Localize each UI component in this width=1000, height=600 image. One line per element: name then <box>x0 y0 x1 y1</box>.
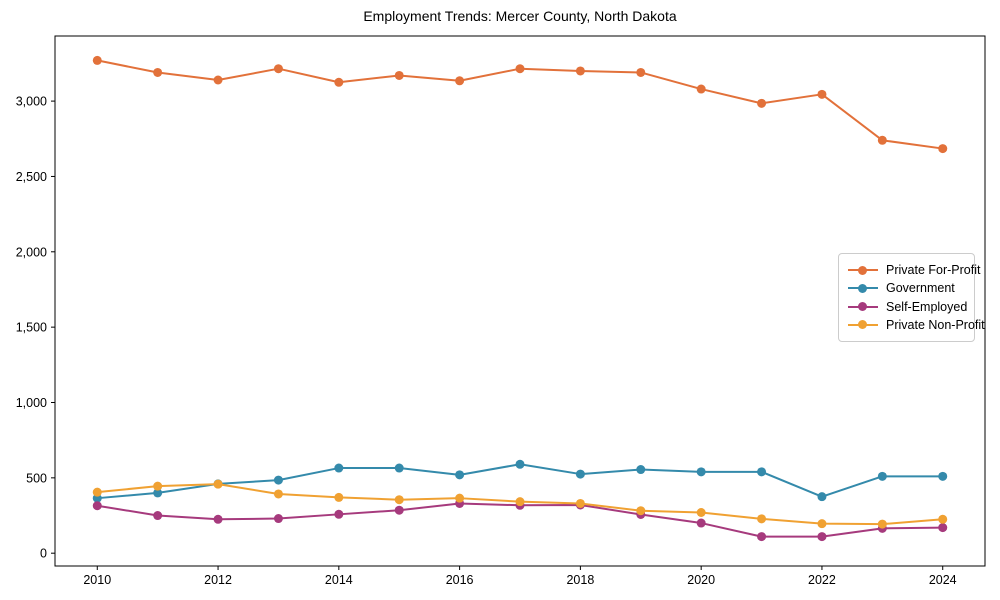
data-point-government-2011 <box>153 488 163 498</box>
data-point-self-employed-2020 <box>696 518 706 528</box>
data-point-private-non-profit-2014 <box>334 492 344 502</box>
data-point-private-for-profit-2019 <box>636 67 646 77</box>
line-marker-icon <box>848 320 878 330</box>
data-point-private-for-profit-2022 <box>817 89 827 99</box>
data-point-private-for-profit-2012 <box>213 75 223 85</box>
data-point-private-for-profit-2018 <box>575 66 585 76</box>
x-axis-tick-label: 2014 <box>325 573 353 587</box>
data-point-private-for-profit-2024 <box>938 144 948 154</box>
legend-label: Self-Employed <box>886 299 968 314</box>
legend-dot-swatch <box>858 283 867 293</box>
y-axis-tick-label: 2,000 <box>16 245 47 259</box>
data-point-government-2022 <box>817 492 827 502</box>
data-point-government-2017 <box>515 459 525 469</box>
line-marker-icon <box>848 283 878 293</box>
data-point-self-employed-2011 <box>153 511 163 521</box>
data-point-private-for-profit-2023 <box>877 135 887 145</box>
data-point-private-non-profit-2016 <box>455 493 465 503</box>
legend: Private For-Profit Government Self-Emplo… <box>838 253 985 342</box>
legend-label: Private For-Profit <box>886 263 981 277</box>
data-point-private-non-profit-2017 <box>515 497 525 507</box>
data-point-self-employed-2024 <box>938 523 948 533</box>
data-point-government-2021 <box>757 467 767 477</box>
data-point-private-for-profit-2010 <box>92 55 102 65</box>
data-point-private-non-profit-2011 <box>153 481 163 491</box>
data-point-private-non-profit-2015 <box>394 495 404 505</box>
x-axis-tick-label: 2018 <box>566 573 594 587</box>
data-point-private-non-profit-2022 <box>817 519 827 529</box>
data-point-private-for-profit-2011 <box>153 67 163 77</box>
data-point-self-employed-2021 <box>757 532 767 542</box>
data-point-government-2015 <box>394 463 404 473</box>
chart-title: Employment Trends: Mercer County, North … <box>363 8 677 24</box>
legend-item-private-for-profit: Private For-Profit <box>848 262 980 278</box>
series-line-private-for-profit <box>97 59 943 150</box>
data-point-self-employed-2022 <box>817 532 827 542</box>
data-point-private-non-profit-2012 <box>213 479 223 489</box>
data-point-private-non-profit-2020 <box>696 508 706 518</box>
y-axis-tick-label: 500 <box>26 471 47 485</box>
data-point-government-2013 <box>273 475 283 485</box>
legend-item-government: Government <box>848 280 965 296</box>
legend-label: Private Non-Profit <box>886 317 985 332</box>
data-point-government-2016 <box>455 470 465 480</box>
y-axis-tick-label: 0 <box>40 547 47 561</box>
data-point-private-for-profit-2020 <box>696 84 706 94</box>
data-point-private-non-profit-2019 <box>636 506 646 516</box>
series-line-government <box>97 463 943 500</box>
legend-item-private-non-profit: Private Non-Profit <box>848 317 985 333</box>
x-axis-tick-label: 2016 <box>446 573 474 587</box>
plot-frame <box>54 35 986 567</box>
data-point-government-2018 <box>575 469 585 479</box>
data-point-private-for-profit-2017 <box>515 64 525 74</box>
data-point-government-2014 <box>334 463 344 473</box>
data-point-private-for-profit-2014 <box>334 77 344 87</box>
legend-item-self-employed: Self-Employed <box>848 299 968 315</box>
data-point-self-employed-2010 <box>92 501 102 511</box>
x-axis-tick-label: 2010 <box>83 573 111 587</box>
y-axis-tick-label: 1,500 <box>16 321 47 335</box>
data-point-private-non-profit-2023 <box>877 519 887 529</box>
data-point-private-non-profit-2013 <box>273 489 283 499</box>
data-point-government-2023 <box>877 471 887 481</box>
x-axis-tick-label: 2024 <box>929 573 957 587</box>
x-axis-tick-label: 2022 <box>808 573 836 587</box>
line-marker-icon <box>848 265 878 275</box>
legend-label: Government <box>886 281 955 296</box>
series-private-for-profit <box>92 55 948 154</box>
data-point-government-2024 <box>938 471 948 481</box>
x-axis-tick-label: 2012 <box>204 573 232 587</box>
series-government <box>92 459 948 503</box>
legend-dot-swatch <box>858 302 867 312</box>
y-axis-tick-label: 1,000 <box>16 396 47 410</box>
series-private-non-profit <box>92 479 948 529</box>
y-axis-tick-label: 3,000 <box>16 95 47 109</box>
data-point-private-non-profit-2018 <box>575 498 585 508</box>
data-point-government-2020 <box>696 467 706 477</box>
legend-dot-swatch <box>858 265 867 275</box>
legend-dot-swatch <box>858 320 867 330</box>
data-point-private-for-profit-2013 <box>273 64 283 74</box>
data-point-private-for-profit-2021 <box>757 98 767 108</box>
line-marker-icon <box>848 302 878 312</box>
data-point-self-employed-2015 <box>394 505 404 515</box>
data-point-self-employed-2012 <box>213 514 223 524</box>
data-point-private-for-profit-2016 <box>455 76 465 86</box>
y-axis-tick-label: 2,500 <box>16 170 47 184</box>
data-point-private-non-profit-2021 <box>757 514 767 524</box>
data-point-self-employed-2014 <box>334 509 344 519</box>
data-point-private-for-profit-2015 <box>394 70 404 80</box>
x-axis-tick-label: 2020 <box>687 573 715 587</box>
data-point-self-employed-2013 <box>273 514 283 524</box>
data-point-government-2019 <box>636 465 646 475</box>
data-point-private-non-profit-2010 <box>92 487 102 497</box>
data-point-private-non-profit-2024 <box>938 514 948 524</box>
